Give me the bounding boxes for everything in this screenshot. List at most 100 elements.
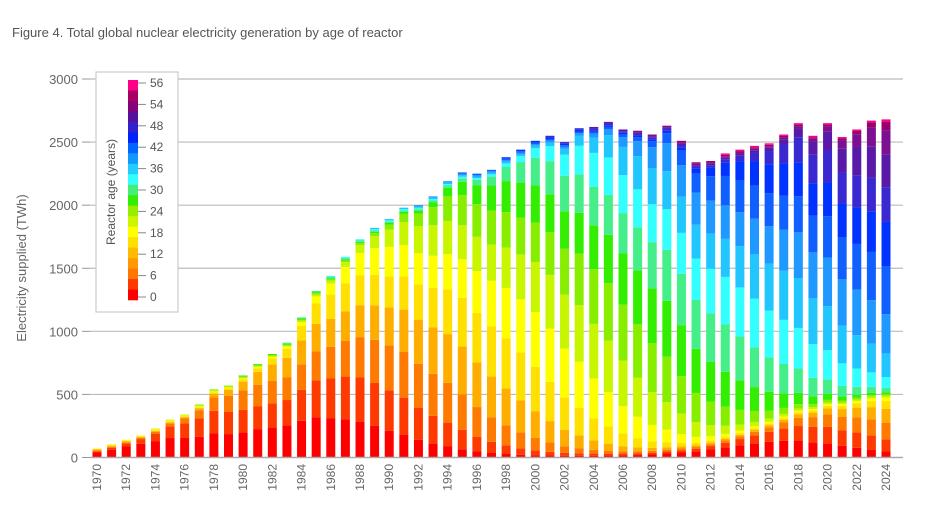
bar-segment (530, 437, 540, 451)
bar-segment (457, 195, 467, 226)
bar-segment (750, 145, 759, 148)
bar-segment (530, 450, 540, 456)
bar-segment (633, 133, 643, 136)
bar-segment (589, 418, 599, 441)
bar-segment (428, 197, 438, 200)
bar-segment (837, 416, 847, 431)
bar-segment (297, 317, 307, 319)
bar-2014 (735, 149, 745, 458)
bar-1982 (267, 354, 277, 458)
bar-1980 (238, 375, 248, 458)
bar-segment (691, 168, 701, 174)
bar-segment (793, 412, 803, 415)
bar-segment (457, 176, 467, 179)
bar-segment (501, 160, 511, 162)
bar-segment (428, 196, 438, 198)
bar-segment (823, 408, 833, 415)
bar-segment (487, 172, 496, 175)
bar-segment (662, 209, 672, 250)
bar-segment (750, 435, 759, 444)
bar-segment (238, 381, 248, 391)
bar-segment (779, 440, 789, 458)
bar-segment (603, 135, 613, 158)
bar-segment (209, 392, 219, 394)
bar-segment (779, 163, 789, 196)
bar-segment (121, 443, 131, 447)
bar-segment (443, 182, 453, 185)
bar-2006 (618, 129, 628, 458)
bar-segment (297, 318, 307, 320)
bar-segment (487, 280, 496, 327)
bar-segment (326, 277, 336, 279)
bar-segment (267, 403, 277, 428)
bar-segment (720, 425, 730, 434)
bar-segment (194, 408, 204, 411)
bar-segment (516, 156, 526, 163)
bar-segment (764, 441, 774, 458)
bar-segment (560, 148, 570, 155)
bar-segment (793, 137, 803, 163)
bar-segment (209, 393, 219, 398)
bar-segment (647, 452, 657, 455)
bar-segment (355, 252, 365, 276)
bar-segment (150, 441, 160, 458)
bar-segment (633, 451, 643, 454)
bar-segment (267, 358, 277, 365)
bar-segment (413, 205, 423, 207)
bar-segment (238, 390, 248, 410)
legend-tick-label: 36 (150, 162, 164, 176)
bar-segment (194, 418, 204, 437)
bar-2000 (530, 140, 540, 458)
bar-segment (618, 304, 628, 361)
bar-segment (779, 393, 789, 408)
bar-segment (589, 378, 599, 419)
bar-segment (779, 229, 789, 271)
bar-segment (224, 386, 233, 388)
legend-tick-label: 56 (150, 76, 164, 90)
bar-segment (808, 137, 818, 139)
bar-segment (560, 430, 570, 447)
bar-segment (866, 127, 876, 147)
bar-segment (282, 342, 292, 344)
bar-segment (399, 211, 409, 214)
bar-segment (399, 309, 409, 352)
bar-segment (764, 423, 774, 426)
bar-segment (501, 166, 511, 182)
bar-segment (823, 399, 833, 403)
bar-segment (793, 414, 803, 418)
bar-segment (852, 175, 862, 208)
bar-segment (823, 306, 833, 351)
bar-segment (852, 399, 862, 402)
x-tick-label: 2014 (733, 464, 747, 491)
bar-segment (676, 442, 686, 447)
bar-segment (428, 200, 438, 203)
bar-segment (735, 430, 745, 434)
bar-segment (837, 400, 847, 403)
bar-segment (457, 225, 467, 260)
bar-segment (530, 262, 540, 313)
bar-segment (866, 343, 876, 373)
bar-segment (545, 137, 555, 140)
bar-segment (501, 247, 511, 288)
bar-segment (735, 436, 745, 440)
legend-color-swatch (128, 247, 138, 259)
bar-segment (253, 384, 263, 407)
bar-segment (603, 340, 613, 393)
x-tick-label: 1978 (207, 464, 221, 491)
bar-segment (676, 325, 686, 377)
x-tick-label: 1980 (236, 464, 250, 491)
bar-segment (443, 187, 453, 197)
bar-segment (297, 340, 307, 365)
bar-segment (618, 253, 628, 305)
bar-segment (837, 430, 847, 446)
bar-segment (560, 146, 570, 149)
bar-segment (691, 258, 701, 300)
x-tick-label: 2024 (879, 464, 893, 491)
bar-segment (866, 146, 876, 178)
bar-segment (224, 389, 233, 396)
bar-segment (837, 385, 847, 397)
bar-segment (311, 417, 321, 458)
bar-segment (823, 216, 833, 258)
bar-segment (355, 240, 365, 242)
bar-segment (457, 259, 467, 298)
